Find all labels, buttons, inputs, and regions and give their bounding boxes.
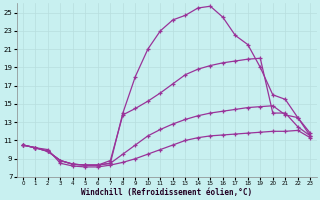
X-axis label: Windchill (Refroidissement éolien,°C): Windchill (Refroidissement éolien,°C) bbox=[81, 188, 252, 197]
